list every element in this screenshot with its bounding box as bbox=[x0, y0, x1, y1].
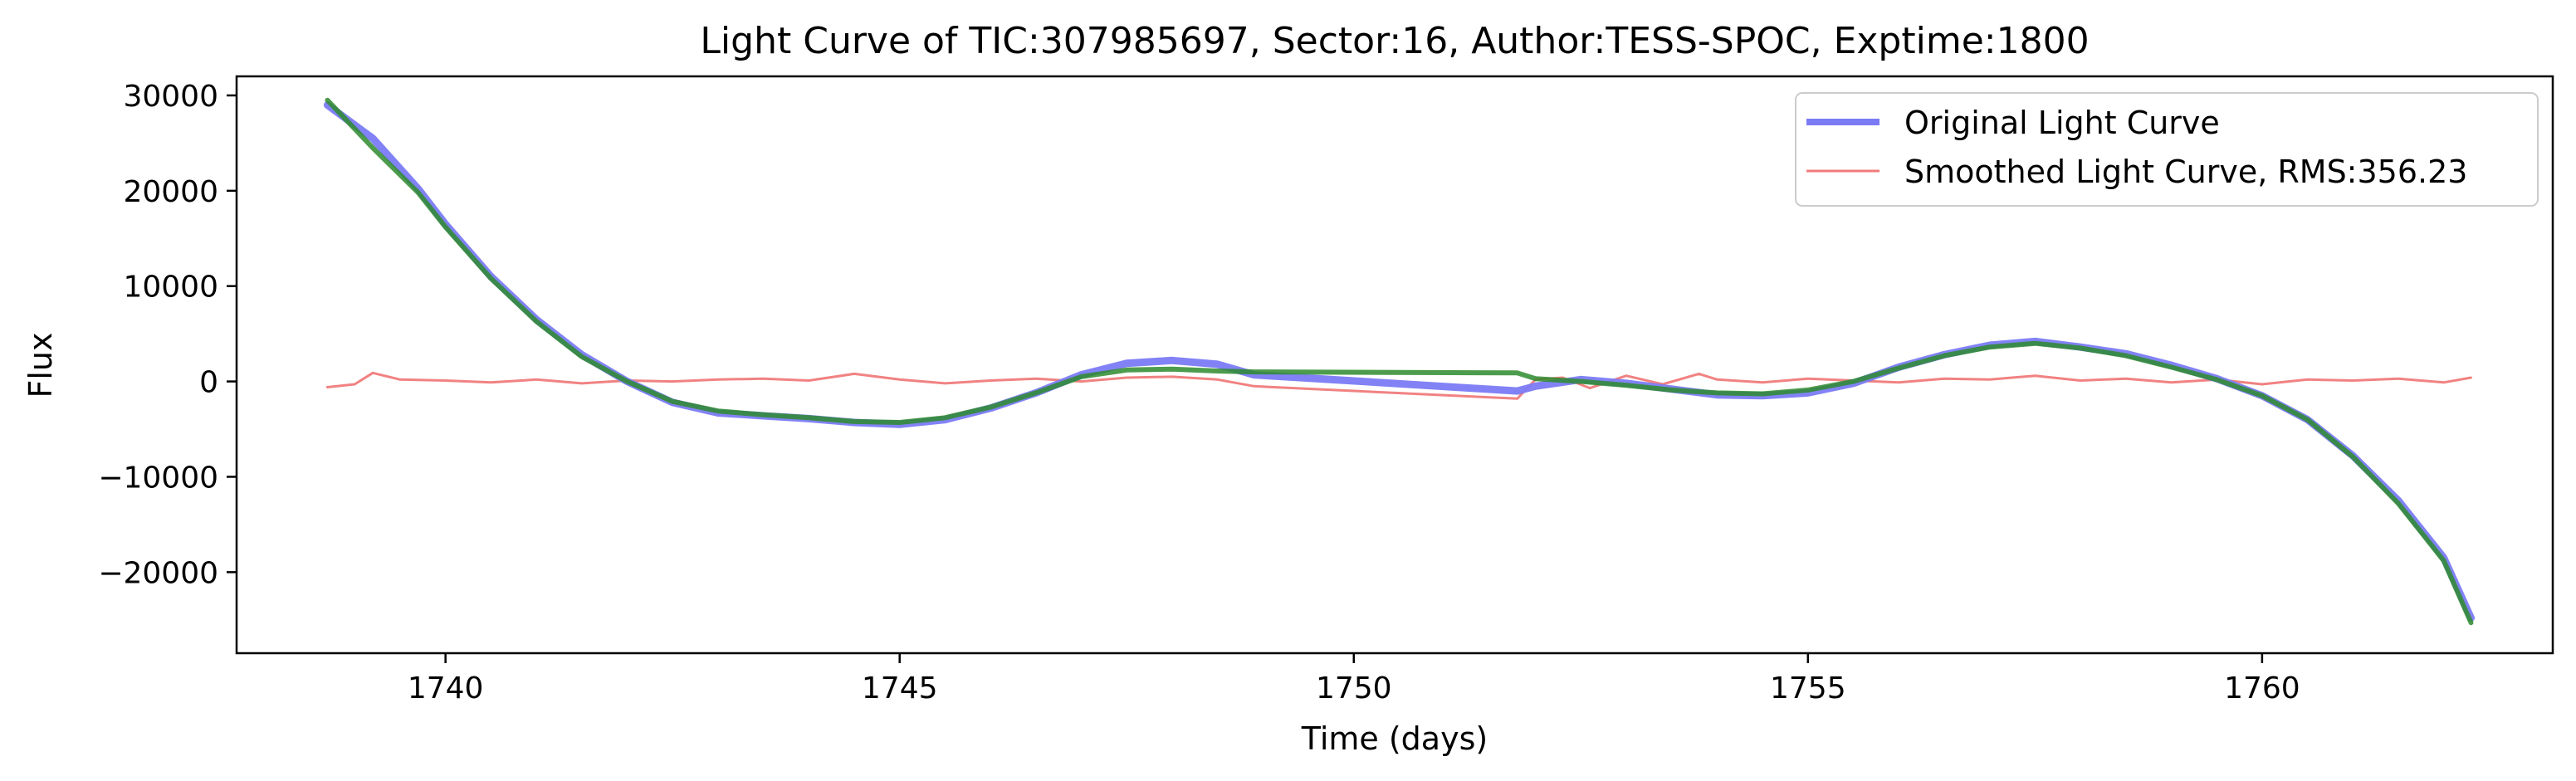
legend-label-original: Original Light Curve bbox=[1904, 105, 2220, 141]
y-tick-label: 30000 bbox=[123, 80, 218, 114]
x-tick-label: 1740 bbox=[408, 671, 484, 705]
y-tick-label: 10000 bbox=[123, 271, 218, 305]
chart-title: Light Curve of TIC:307985697, Sector:16,… bbox=[700, 20, 2089, 62]
x-tick-label: 1755 bbox=[1770, 671, 1846, 705]
y-tick-label: −10000 bbox=[98, 461, 218, 495]
y-axis-label: Flux bbox=[22, 333, 59, 398]
y-tick-label: −20000 bbox=[98, 556, 218, 590]
series-line-thick-green bbox=[325, 97, 2474, 626]
y-axis: −20000 −10000 0 10000 20000 30000 bbox=[98, 80, 237, 590]
x-tick-label: 1745 bbox=[862, 671, 938, 705]
x-axis-label: Time (days) bbox=[1301, 720, 1488, 757]
y-tick-label: 0 bbox=[199, 366, 218, 400]
x-axis: 1740 1745 1750 1755 1760 bbox=[408, 653, 2300, 705]
x-tick-label: 1760 bbox=[2224, 671, 2300, 705]
legend: Original Light Curve Smoothed Light Curv… bbox=[1795, 92, 2539, 207]
legend-label-smoothed: Smoothed Light Curve, RMS:356.23 bbox=[1904, 154, 2467, 190]
x-tick-label: 1750 bbox=[1316, 671, 1392, 705]
legend-box bbox=[1795, 92, 2539, 207]
y-tick-label: 20000 bbox=[123, 175, 218, 209]
plot-frame bbox=[235, 75, 2554, 655]
